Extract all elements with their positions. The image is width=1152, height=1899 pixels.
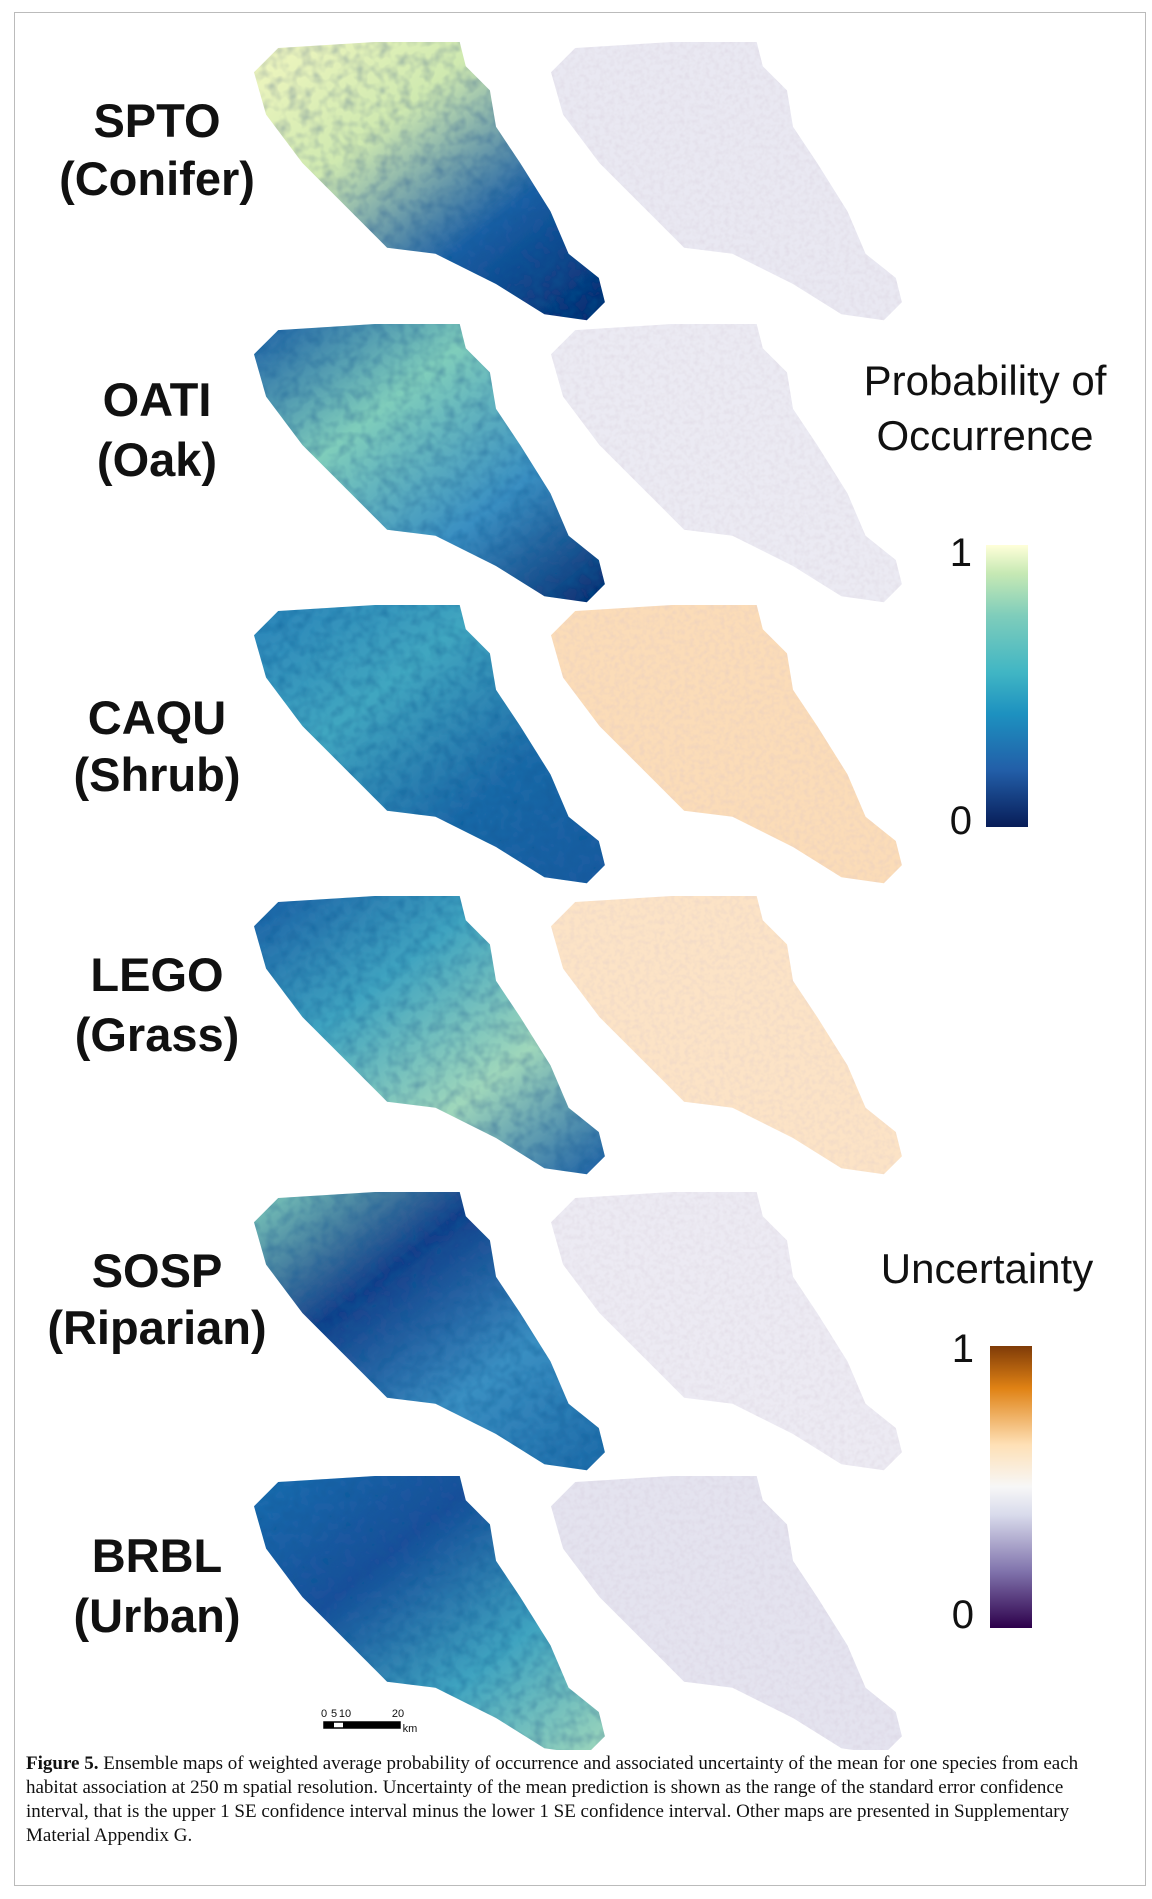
uncertainty-map	[551, 42, 902, 320]
colorbar-label: 0	[950, 799, 972, 843]
scale-bar	[324, 1722, 400, 1728]
uncertainty-map	[551, 1192, 902, 1470]
uncertainty-map	[551, 605, 902, 883]
scale-label: 5	[331, 1708, 337, 1720]
habitat-label: (Urban)	[73, 1589, 240, 1642]
habitat-label: (Oak)	[97, 433, 217, 486]
scale-label: 0	[321, 1708, 327, 1720]
caption-label: Figure 5.	[26, 1753, 98, 1774]
species-code: CAQU	[88, 691, 226, 744]
probability-map	[254, 896, 605, 1174]
uncertainty-map	[551, 1476, 902, 1750]
probability-map	[254, 1192, 605, 1470]
uncertainty-map	[551, 896, 902, 1174]
scale-label: 20	[392, 1708, 404, 1720]
page: Probability of Occurrence 1 0 Uncertaint…	[0, 0, 1152, 1899]
caption-text: Ensemble maps of weighted average probab…	[26, 1753, 1078, 1846]
species-code: LEGO	[90, 948, 223, 1001]
habitat-label: (Grass)	[75, 1008, 240, 1061]
probability-map	[254, 1476, 605, 1750]
species-code: SPTO	[93, 94, 220, 147]
habitat-label: (Shrub)	[73, 748, 240, 801]
species-code: BRBL	[92, 1529, 223, 1582]
probability-map	[254, 605, 605, 883]
colorbar-label: 1	[950, 531, 972, 575]
colorbar	[986, 545, 1028, 827]
colorbar	[990, 1346, 1032, 1628]
scale-label: 10	[339, 1708, 351, 1720]
figure: Probability of Occurrence 1 0 Uncertaint…	[0, 0, 1152, 1750]
species-code: OATI	[103, 373, 212, 426]
probability-map	[254, 42, 605, 320]
uncertainty-map	[551, 324, 902, 602]
probability-map	[254, 324, 605, 602]
legend-title: Uncertainty	[881, 1245, 1093, 1292]
habitat-label: (Conifer)	[59, 152, 255, 205]
colorbar-label: 0	[952, 1593, 974, 1637]
legend-title: Occurrence	[876, 412, 1093, 459]
caption: Figure 5. Ensemble maps of weighted aver…	[26, 1752, 1126, 1848]
species-code: SOSP	[92, 1244, 223, 1297]
colorbar-label: 1	[952, 1327, 974, 1371]
scale-unit: km	[403, 1723, 418, 1735]
habitat-label: (Riparian)	[47, 1301, 266, 1354]
legend-title: Probability of	[864, 357, 1107, 404]
